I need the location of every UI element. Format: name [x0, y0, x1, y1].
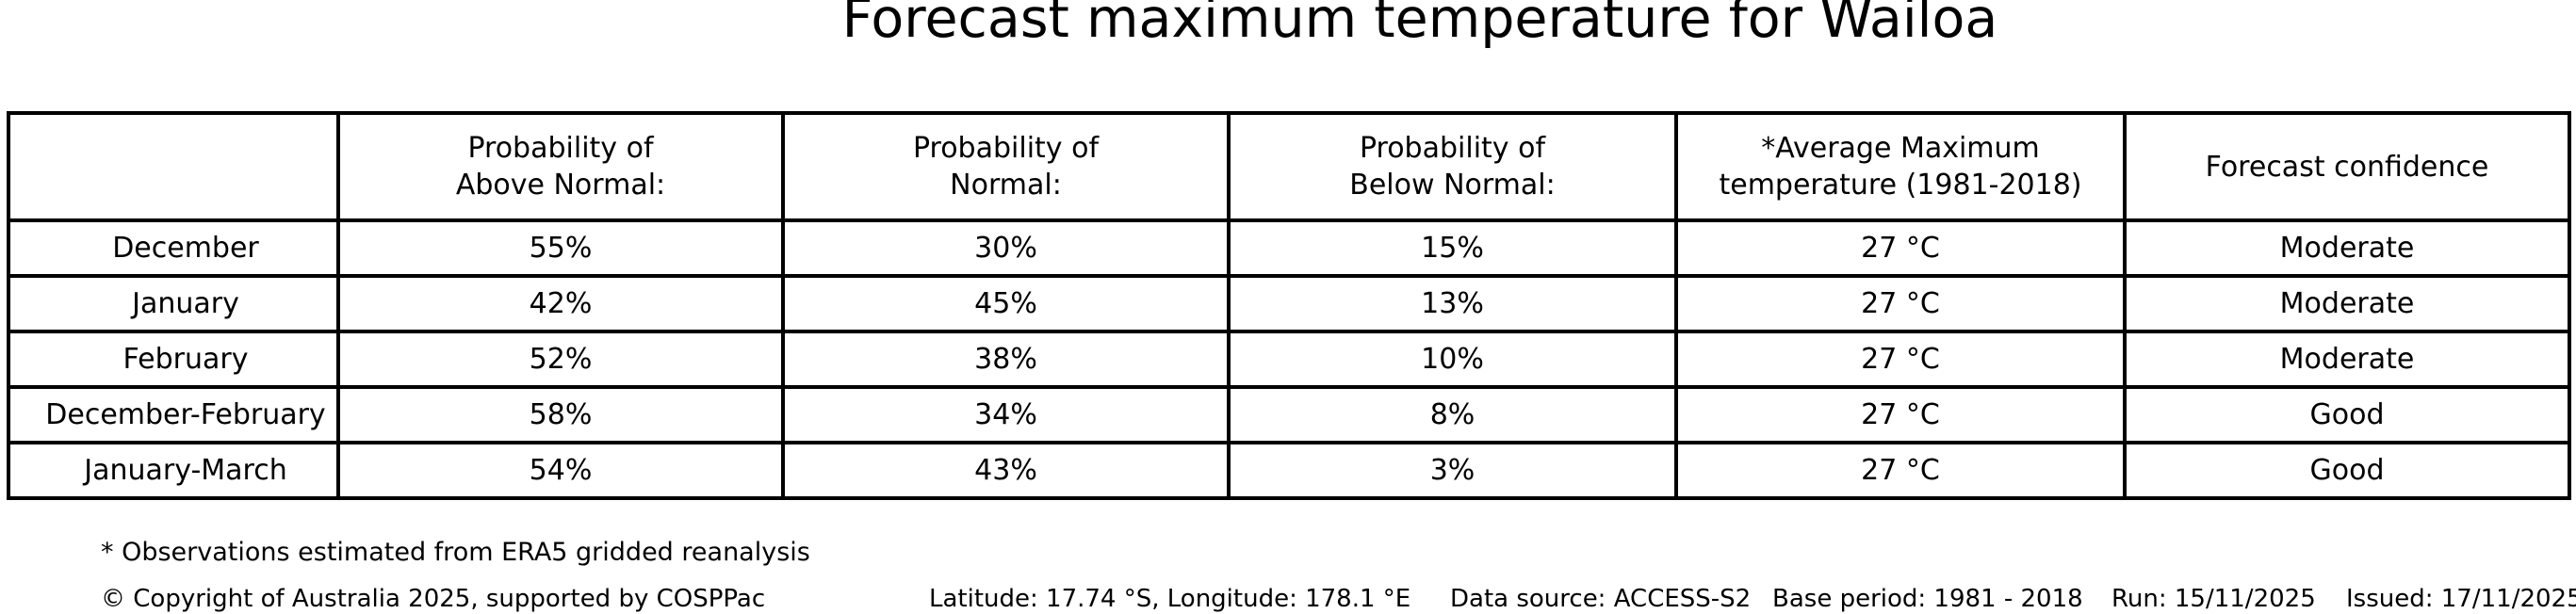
- table-cell-below-normal: 8%: [1227, 385, 1678, 444]
- table-cell-confidence: Good: [2123, 441, 2571, 500]
- base-period: Base period: 1981 - 2018: [1772, 585, 2083, 613]
- table-cell-avg-temp: 27 °C: [1674, 385, 2127, 444]
- table-cell-normal: 38%: [781, 330, 1231, 389]
- footnote: * Observations estimated from ERA5 gridd…: [101, 538, 810, 567]
- coordinates: Latitude: 17.74 °S, Longitude: 178.1 °E: [929, 585, 1411, 613]
- table-row-january: January 42% 45% 13% 27 °C Moderate: [7, 274, 2571, 333]
- col-header-above-normal: Probability of Above Normal:: [336, 111, 785, 222]
- table-header-row: Probability of Above Normal: Probability…: [7, 111, 2571, 222]
- table-cell-confidence: Moderate: [2123, 218, 2571, 278]
- row-label: January-March: [7, 441, 340, 500]
- col-header-normal: Probability of Normal:: [781, 111, 1231, 222]
- col-header-forecast-confidence: Forecast confidence: [2123, 111, 2571, 222]
- table-row-december: December 55% 30% 15% 27 °C Moderate: [7, 218, 2571, 278]
- forecast-table: Probability of Above Normal: Probability…: [7, 111, 2571, 500]
- table-cell-avg-temp: 27 °C: [1674, 274, 2127, 333]
- table-cell-normal: 45%: [781, 274, 1231, 333]
- data-source: Data source: ACCESS-S2: [1450, 585, 1752, 613]
- row-label: December-February: [7, 385, 340, 444]
- row-label: January: [7, 274, 340, 333]
- table-cell-confidence: Moderate: [2123, 330, 2571, 389]
- table-cell-above-normal: 54%: [336, 441, 785, 500]
- table-cell-avg-temp: 27 °C: [1674, 218, 2127, 278]
- table-cell-above-normal: 42%: [336, 274, 785, 333]
- copyright: © Copyright of Australia 2025, supported…: [101, 585, 766, 613]
- table-cell-below-normal: 13%: [1227, 274, 1678, 333]
- row-label: February: [7, 330, 340, 389]
- table-cell-below-normal: 15%: [1227, 218, 1678, 278]
- table-row-february: February 52% 38% 10% 27 °C Moderate: [7, 330, 2571, 389]
- page-title: Forecast maximum temperature for Wailoa: [841, 0, 1998, 50]
- table-cell-confidence: Good: [2123, 385, 2571, 444]
- table-cell-avg-temp: 27 °C: [1674, 330, 2127, 389]
- col-header-average-max-temp: *Average Maximum temperature (1981-2018): [1674, 111, 2127, 222]
- table-row-december-february: December-February 58% 34% 8% 27 °C Good: [7, 385, 2571, 444]
- table-cell-above-normal: 58%: [336, 385, 785, 444]
- table-row-january-march: January-March 54% 43% 3% 27 °C Good: [7, 441, 2571, 500]
- table-cell-normal: 34%: [781, 385, 1231, 444]
- issued-date: Issued: 17/11/2025: [2346, 585, 2576, 613]
- table-cell-above-normal: 55%: [336, 218, 785, 278]
- table-cell-avg-temp: 27 °C: [1674, 441, 2127, 500]
- run-date: Run: 15/11/2025: [2111, 585, 2316, 613]
- table-cell-normal: 43%: [781, 441, 1231, 500]
- table-cell-normal: 30%: [781, 218, 1231, 278]
- col-header-below-normal: Probability of Below Normal:: [1227, 111, 1678, 222]
- corner-cell: [7, 111, 340, 222]
- table-cell-below-normal: 10%: [1227, 330, 1678, 389]
- row-label: December: [7, 218, 340, 278]
- table-cell-above-normal: 52%: [336, 330, 785, 389]
- table-cell-below-normal: 3%: [1227, 441, 1678, 500]
- table-cell-confidence: Moderate: [2123, 274, 2571, 333]
